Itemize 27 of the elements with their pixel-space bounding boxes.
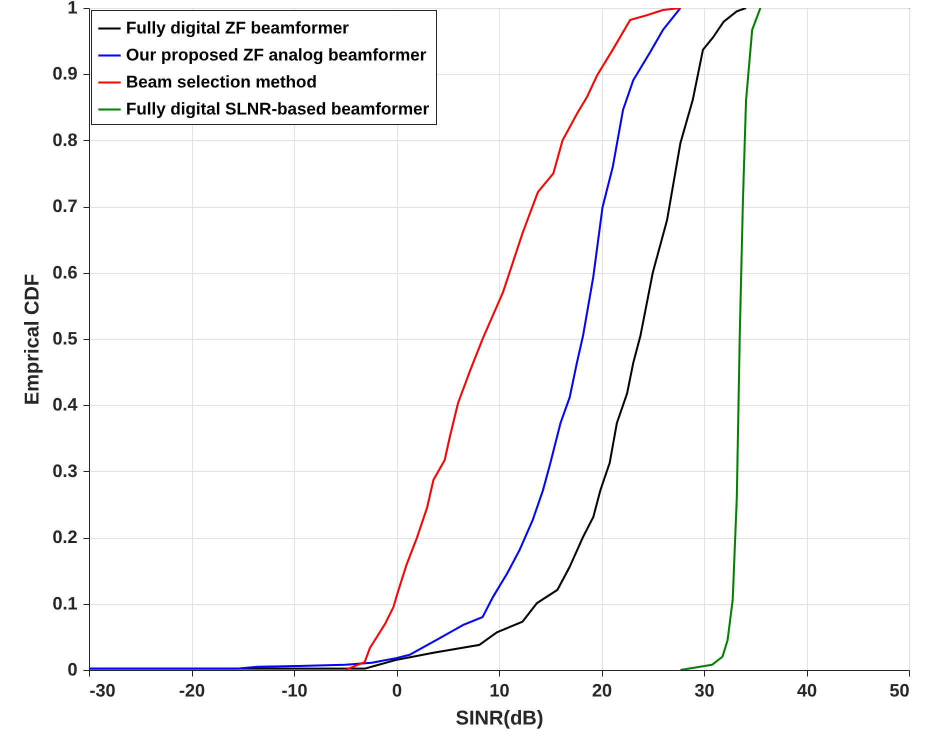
y-tick-label: 0.1 xyxy=(52,593,78,614)
y-tick-label: 0.3 xyxy=(52,460,78,481)
legend-label: Our proposed ZF analog beamformer xyxy=(126,46,427,64)
x-tick-label: 50 xyxy=(889,680,910,700)
y-tick-label: 0.8 xyxy=(52,130,78,150)
legend-label: Fully digital ZF beamformer xyxy=(126,18,350,38)
y-tick-label: 0.9 xyxy=(52,64,78,84)
y-tick-label: 0.6 xyxy=(52,262,78,282)
x-tick-label: 0 xyxy=(392,680,402,700)
x-tick-label: 10 xyxy=(489,680,510,700)
y-tick-label: 0.2 xyxy=(52,527,78,548)
x-tick-label: -20 xyxy=(178,680,206,700)
x-tick-label: 30 xyxy=(694,680,715,700)
x-tick-label: -10 xyxy=(281,680,308,700)
x-tick-label: -30 xyxy=(90,680,116,700)
y-tick-label: 1 xyxy=(67,0,78,18)
legend-label: Fully digital SLNR-based beamformer xyxy=(126,100,430,118)
y-axis-title: Emprical CDF xyxy=(21,274,44,406)
y-tick-label: 0.5 xyxy=(52,328,78,348)
y-tick-label: 0 xyxy=(67,660,78,680)
x-tick-label: 20 xyxy=(592,680,612,700)
line-series xyxy=(679,8,762,670)
y-tick-label: 0.4 xyxy=(52,394,78,415)
x-axis-title: SINR(dB) xyxy=(456,708,544,730)
x-tick-label: 40 xyxy=(796,680,818,700)
y-tick-label: 0.7 xyxy=(52,196,78,216)
legend-label: Beam selection method xyxy=(126,72,317,92)
